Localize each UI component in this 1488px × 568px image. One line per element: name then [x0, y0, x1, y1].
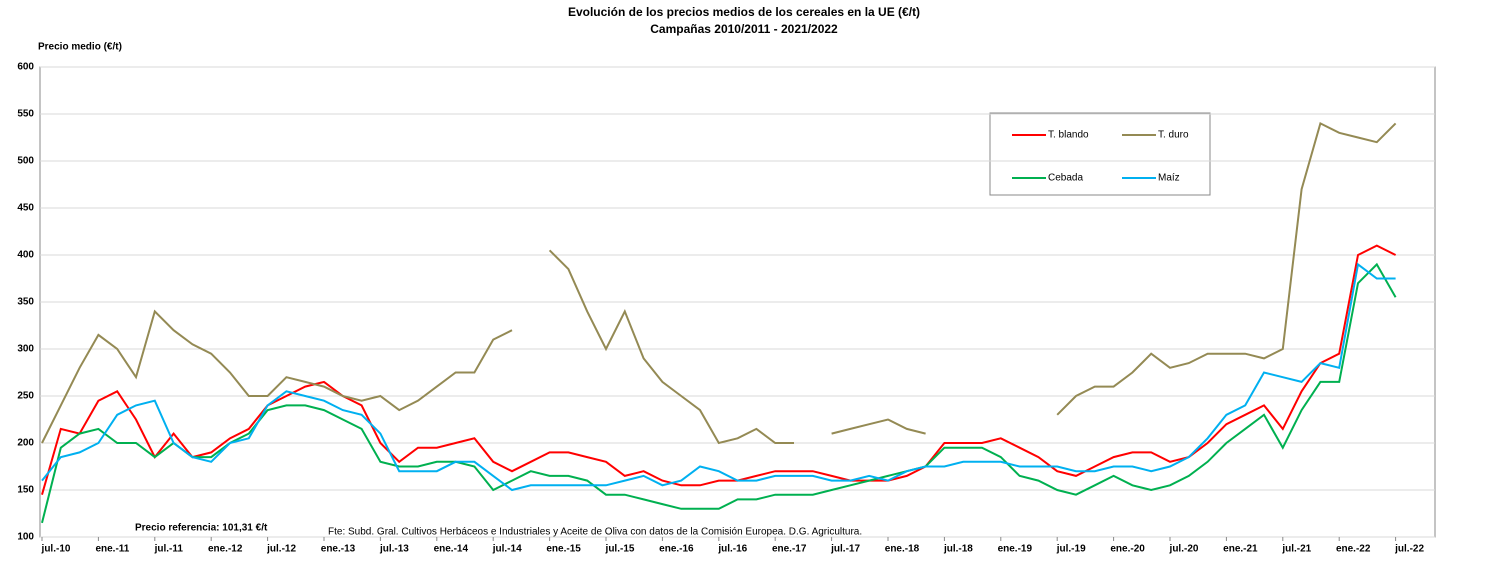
x-tick-label: ene.-11 — [95, 544, 129, 555]
y-tick-label: 400 — [17, 250, 34, 261]
y-tick-label: 300 — [17, 344, 34, 355]
x-tick-label: jul.-17 — [830, 544, 860, 555]
x-tick-label: ene.-17 — [772, 544, 807, 555]
series-line — [831, 418, 926, 435]
chart-title: Evolución de los precios medios de los c… — [568, 5, 920, 19]
x-tick-label: jul.-10 — [41, 544, 71, 555]
y-tick-label: 550 — [17, 109, 34, 120]
x-tick-label: ene.-19 — [998, 544, 1033, 555]
x-tick-label: ene.-14 — [434, 544, 469, 555]
x-tick-label: jul.-18 — [943, 544, 973, 555]
x-tick-label: ene.-22 — [1336, 544, 1371, 555]
x-tick-label: ene.-16 — [659, 544, 694, 555]
legend-label: T. blando — [1048, 130, 1089, 141]
y-tick-label: 600 — [17, 62, 34, 73]
x-tick-label: jul.-11 — [154, 544, 184, 555]
series-line — [548, 249, 794, 445]
x-tick-label: ene.-20 — [1110, 544, 1145, 555]
x-tick-label: ene.-13 — [321, 544, 356, 555]
chart-subtitle: Campañas 2010/2011 - 2021/2022 — [650, 22, 838, 36]
x-tick-label: ene.-15 — [546, 544, 581, 555]
series-line — [41, 262, 1397, 524]
y-tick-label: 250 — [17, 391, 34, 402]
x-tick-label: ene.-18 — [885, 544, 920, 555]
y-tick-label: 450 — [17, 203, 34, 214]
source-note: Fte: Subd. Gral. Cultivos Herbáceos e In… — [328, 527, 862, 538]
y-tick-label: 500 — [17, 156, 34, 167]
legend-box — [989, 112, 1211, 196]
y-tick-label: 350 — [17, 297, 34, 308]
annotation: Precio referencia: 101,31 €/t — [135, 523, 268, 534]
x-tick-label: jul.-21 — [1281, 544, 1311, 555]
y-axis-label: Precio medio (€/t) — [38, 42, 122, 53]
x-tick-label: jul.-22 — [1394, 544, 1424, 555]
series-line — [41, 244, 1397, 495]
legend-label: Maíz — [1158, 173, 1180, 184]
y-tick-label: 150 — [17, 485, 34, 496]
x-tick-label: jul.-12 — [266, 544, 296, 555]
series-line — [41, 309, 513, 444]
x-tick-label: jul.-15 — [605, 544, 635, 555]
legend-label: T. duro — [1158, 130, 1189, 141]
y-tick-label: 200 — [17, 438, 34, 449]
series-line — [1056, 121, 1397, 416]
x-tick-label: ene.-12 — [208, 544, 243, 555]
x-tick-label: jul.-16 — [717, 544, 747, 555]
x-tick-label: jul.-20 — [1169, 544, 1199, 555]
x-tick-label: jul.-13 — [379, 544, 409, 555]
x-tick-label: jul.-14 — [492, 544, 522, 555]
y-tick-label: 100 — [17, 532, 34, 543]
legend-label: Cebada — [1048, 173, 1083, 184]
x-tick-label: jul.-19 — [1056, 544, 1086, 555]
x-tick-label: ene.-21 — [1223, 544, 1258, 555]
series-line — [41, 262, 1396, 492]
